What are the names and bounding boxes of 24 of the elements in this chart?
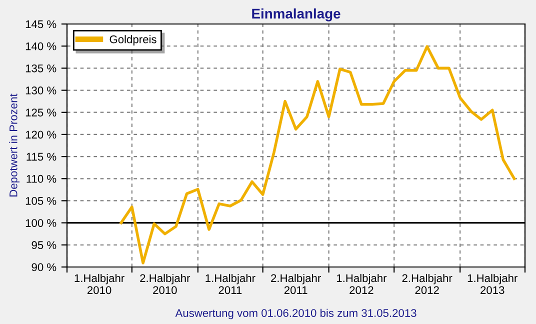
y-tick-label: 115 % [26, 152, 56, 161]
x-tick-label: 2.Halbjahr 2012 [402, 274, 452, 294]
y-axis-title: Depotwert in Prozent [9, 94, 20, 196]
y-tick-label: 140 % [26, 42, 56, 50]
x-tick-label: 1.Halbjahr 2013 [468, 274, 518, 294]
x-tick-label: 2.Halbjahr 2011 [271, 274, 321, 294]
x-tick-label: 2.Halbjahr 2010 [140, 274, 190, 294]
y-tick-label: 95 % [32, 241, 56, 250]
y-tick-label: 110 % [26, 174, 56, 183]
y-tick-label: 100 % [26, 219, 56, 227]
line-series [120, 45, 516, 264]
text: Auswertung vom 01.06.2010 bis zum 31.05.2013 [175, 308, 416, 320]
y-tick-label: 105 % [26, 196, 56, 205]
y-tick-label: 135 % [26, 64, 56, 72]
y-tick-label: 145 % [26, 20, 56, 28]
y-tick-label: 120 % [26, 130, 56, 139]
chart-title: Einmalanlage [252, 8, 340, 22]
x-tick-label: 1.Halbjahr 2012 [336, 274, 387, 294]
legend-label: Goldpreis [110, 35, 156, 46]
x-tick-label: 1.Halbjahr 2011 [206, 274, 256, 294]
x-tick-label: 1.Halbjahr 2010 [74, 274, 124, 294]
y-tick-label: 130 % [26, 86, 56, 94]
y-tick-label: 90 % [32, 263, 56, 272]
y-tick-label: 125 % [26, 108, 56, 116]
